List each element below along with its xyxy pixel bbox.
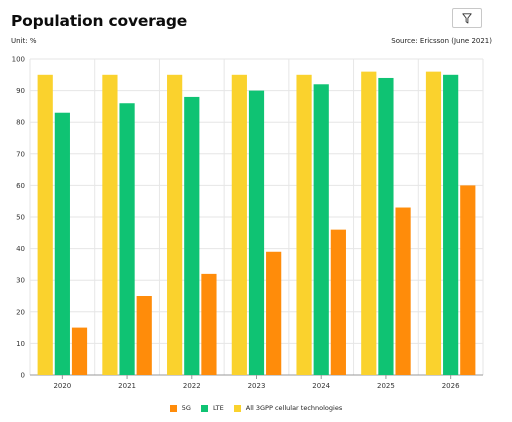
bar-all-3gpp-cellular-technologies xyxy=(296,74,312,376)
bar-5g xyxy=(395,207,411,375)
bar-5g xyxy=(266,251,282,375)
bar-lte xyxy=(248,90,265,375)
bar-all-3gpp-cellular-technologies xyxy=(425,71,442,375)
legend-item-all-3gpp[interactable]: All 3GPP cellular technologies xyxy=(233,404,343,412)
y-tick-label: 90 xyxy=(16,87,25,95)
y-tick-label: 20 xyxy=(16,308,25,316)
y-tick-label: 80 xyxy=(16,119,25,127)
x-tick-label: 2026 xyxy=(442,382,460,390)
legend-label-all-3gpp: All 3GPP cellular technologies xyxy=(245,404,343,412)
y-tick-label: 60 xyxy=(16,182,25,190)
bar-all-3gpp-cellular-technologies xyxy=(102,74,118,376)
bar-lte xyxy=(378,77,394,376)
legend-label-5g: 5G xyxy=(181,404,191,412)
unit-label: Unit: % xyxy=(11,37,37,45)
filter-button[interactable] xyxy=(452,8,482,28)
bar-lte xyxy=(184,96,200,376)
legend-item-5g[interactable]: 5G xyxy=(169,404,191,412)
bar-chart: 0 10 20 30 40 50 60 70 80 90 100 2020 2021 2022 2023 20… xyxy=(12,56,484,390)
y-tick-label: 10 xyxy=(16,340,25,348)
y-tick-label: 0 xyxy=(21,372,25,380)
bar-lte xyxy=(313,84,329,375)
chart-legend: 5G LTE All 3GPP cellular technologies xyxy=(0,404,512,412)
legend-label-lte: LTE xyxy=(212,404,224,412)
y-tick-label: 40 xyxy=(16,245,25,253)
x-tick-label: 2024 xyxy=(312,382,330,390)
bar-5g xyxy=(136,296,152,375)
bar-5g xyxy=(460,185,476,375)
bar-all-3gpp-cellular-technologies xyxy=(37,74,53,376)
y-tick-label: 30 xyxy=(16,277,25,285)
bar-all-3gpp-cellular-technologies xyxy=(231,74,247,376)
y-tick-label: 70 xyxy=(16,150,25,158)
x-tick-label: 2020 xyxy=(53,382,71,390)
x-tick-label: 2023 xyxy=(248,382,266,390)
bar-lte xyxy=(443,74,459,376)
bar-5g xyxy=(71,327,88,375)
bar-all-3gpp-cellular-technologies xyxy=(167,74,183,376)
x-tick-label: 2025 xyxy=(377,382,395,390)
chart-title: Population coverage xyxy=(11,12,188,30)
legend-item-lte[interactable]: LTE xyxy=(200,404,224,412)
x-tick-label: 2021 xyxy=(118,382,136,390)
legend-swatch-all-3gpp xyxy=(233,404,241,412)
legend-swatch-5g xyxy=(169,404,177,412)
bar-5g xyxy=(201,273,217,375)
legend-swatch-lte xyxy=(200,404,208,412)
y-tick-label: 50 xyxy=(16,214,25,222)
bar-all-3gpp-cellular-technologies xyxy=(361,71,377,375)
y-tick-label: 100 xyxy=(12,56,25,64)
bar-lte xyxy=(54,112,70,375)
filter-icon xyxy=(462,12,472,23)
bar-lte xyxy=(119,103,135,376)
source-label: Source: Ericsson (June 2021) xyxy=(391,37,492,45)
x-tick-label: 2022 xyxy=(183,382,201,390)
bar-5g xyxy=(330,229,346,375)
